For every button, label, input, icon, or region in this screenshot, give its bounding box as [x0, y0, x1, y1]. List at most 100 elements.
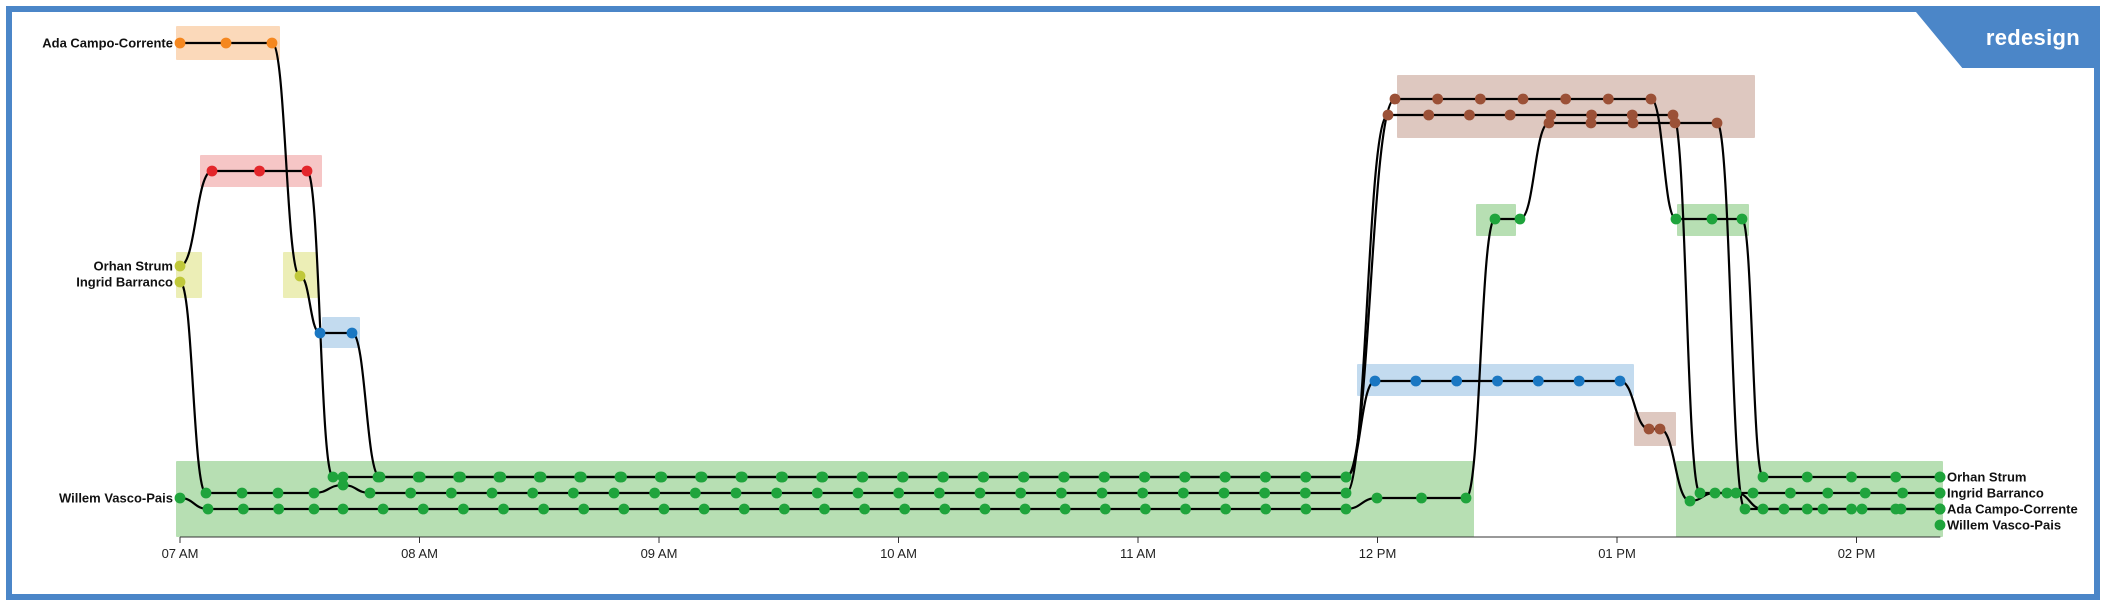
event-dot-ingrid-9 — [486, 487, 498, 499]
event-dot-willem-41 — [1739, 503, 1751, 515]
event-dot-ingrid-26 — [1177, 487, 1189, 499]
event-dot-orhan-14 — [695, 471, 707, 483]
event-dot-willem-19 — [899, 503, 911, 515]
event-dot-willem-12 — [618, 503, 630, 515]
event-dot-ada-45 — [1846, 503, 1857, 515]
event-dot-ingrid-22 — [1015, 487, 1027, 499]
event-dot-ingrid-8 — [445, 487, 457, 499]
event-dot-willem-8 — [457, 503, 469, 515]
event-dot-ingrid-23 — [1055, 487, 1067, 499]
event-dot-orhan-17 — [816, 471, 828, 483]
event-dot-willem-17 — [819, 503, 830, 515]
event-dot-ada-35 — [1532, 375, 1544, 387]
event-dot-willem-27 — [1220, 503, 1232, 515]
event-dot-ada-32 — [1410, 375, 1422, 387]
event-dot-ingrid-11 — [567, 487, 579, 499]
event-dot-ingrid-2 — [236, 487, 248, 499]
location-boxes — [176, 26, 1943, 537]
left-label-orhan: Orhan Strum — [94, 259, 173, 274]
event-dot-orhan-38 — [1670, 213, 1682, 225]
event-dot-orhan-5 — [337, 471, 349, 483]
event-dot-willem-5 — [337, 503, 349, 515]
event-dot-willem-25 — [1140, 503, 1151, 515]
event-dot-ingrid-25 — [1137, 487, 1149, 499]
event-dot-willem-26 — [1180, 503, 1191, 515]
event-dot-ingrid-43 — [1822, 487, 1834, 499]
event-dot-willem-39 — [1669, 117, 1681, 129]
event-dot-ingrid-44 — [1859, 487, 1871, 499]
event-dot-orhan-15 — [735, 471, 747, 483]
event-dot-ingrid-45 — [1897, 487, 1908, 499]
event-dot-orhan-35 — [1560, 93, 1572, 105]
event-dot-orhan-4 — [327, 471, 339, 483]
event-dot-orhan-37 — [1645, 93, 1657, 105]
event-dot-orhan-30 — [1340, 471, 1352, 483]
end-dot-2 — [1934, 503, 1946, 515]
event-dot-ada-1 — [220, 37, 232, 49]
end-dot-0 — [1934, 471, 1946, 483]
event-dot-orhan-43 — [1846, 471, 1857, 483]
event-dot-willem-36 — [1543, 117, 1555, 129]
event-dot-orhan-2 — [254, 165, 265, 177]
event-dot-ingrid-33 — [1464, 109, 1475, 121]
event-dot-ingrid-1 — [200, 487, 212, 499]
event-dot-willem-35 — [1514, 213, 1526, 225]
event-dot-ingrid-18 — [852, 487, 864, 499]
event-dot-willem-44 — [1856, 503, 1868, 515]
event-dot-willem-7 — [417, 503, 429, 515]
event-dot-orhan-22 — [1017, 471, 1029, 483]
event-dot-willem-29 — [1300, 503, 1312, 515]
event-dot-ada-4 — [314, 327, 326, 339]
event-dot-ada-41 — [1709, 487, 1721, 499]
event-dot-willem-18 — [859, 503, 870, 515]
event-dot-willem-4 — [308, 503, 320, 515]
event-dot-ingrid-40 — [1721, 487, 1733, 499]
event-dot-ada-38 — [1643, 423, 1655, 435]
event-dot-ingrid-29 — [1299, 487, 1311, 499]
event-dot-willem-15 — [738, 503, 750, 515]
event-dot-orhan-34 — [1517, 93, 1529, 105]
event-dot-orhan-10 — [533, 471, 545, 483]
event-dot-willem-9 — [498, 503, 509, 515]
event-dot-ada-31 — [1369, 375, 1381, 387]
event-dot-orhan-20 — [937, 471, 949, 483]
event-dot-ada-5 — [346, 327, 358, 339]
event-dot-orhan-13 — [654, 471, 666, 483]
event-dot-orhan-23 — [1058, 471, 1070, 483]
event-dot-ingrid-24 — [1096, 487, 1108, 499]
event-dot-ada-34 — [1492, 375, 1503, 387]
event-dot-orhan-1 — [206, 165, 218, 177]
event-dot-ingrid-36 — [1586, 109, 1597, 121]
location-box-green-11 — [1676, 461, 1943, 537]
event-dot-ada-0 — [174, 37, 186, 49]
event-dot-willem-14 — [698, 503, 710, 515]
event-dot-ingrid-3 — [272, 487, 284, 499]
event-dots — [174, 37, 1946, 531]
event-dot-ingrid-28 — [1259, 487, 1271, 499]
event-dot-willem-11 — [578, 503, 590, 515]
left-label-ingrid: Ingrid Barranco — [76, 275, 173, 290]
event-dot-willem-40 — [1711, 117, 1723, 129]
event-dot-orhan-44 — [1890, 471, 1902, 483]
event-dot-willem-30 — [1340, 503, 1352, 515]
x-tick-label-7: 02 PM — [1838, 546, 1876, 561]
event-dot-orhan-9 — [493, 471, 505, 483]
event-dot-willem-32 — [1416, 492, 1427, 504]
event-dot-willem-6 — [377, 503, 389, 515]
event-dot-orhan-26 — [1179, 471, 1191, 483]
event-dot-ada-44 — [1801, 503, 1813, 515]
event-dot-ingrid-37 — [1626, 109, 1638, 121]
event-dot-willem-2 — [237, 503, 249, 515]
left-label-willem: Willem Vasco-Pais — [59, 491, 173, 506]
event-dot-ingrid-12 — [608, 487, 620, 499]
event-dot-ada-33 — [1451, 375, 1463, 387]
right-label-3: Willem Vasco-Pais — [1947, 518, 2061, 533]
event-dot-willem-3 — [273, 503, 285, 515]
event-dot-willem-42 — [1778, 503, 1790, 515]
event-dot-orhan-6 — [372, 471, 384, 483]
event-dot-orhan-40 — [1736, 213, 1748, 225]
event-dot-ada-3 — [294, 270, 306, 282]
event-dot-orhan-28 — [1259, 471, 1271, 483]
event-dot-ingrid-34 — [1504, 109, 1516, 121]
event-dot-ingrid-42 — [1785, 487, 1796, 499]
